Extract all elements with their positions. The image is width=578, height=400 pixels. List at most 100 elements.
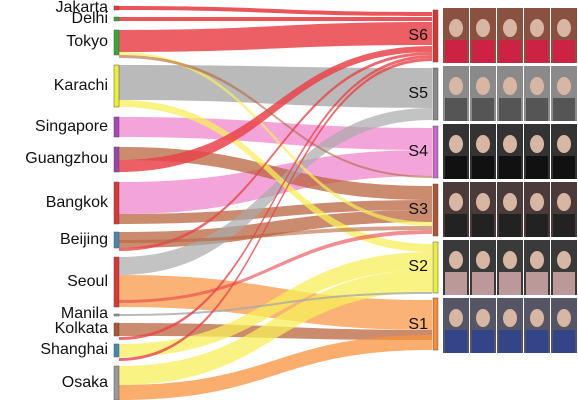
photo-clothes bbox=[499, 40, 521, 63]
photo-face bbox=[476, 193, 490, 211]
target-label: S6 bbox=[408, 27, 428, 44]
photo-clothes bbox=[445, 98, 467, 121]
node bbox=[432, 9, 439, 63]
target-label: S2 bbox=[408, 258, 428, 275]
photo-face bbox=[557, 251, 571, 269]
flow bbox=[119, 52, 432, 251]
node bbox=[113, 64, 120, 108]
target-label: S1 bbox=[408, 316, 428, 333]
photo-clothes bbox=[472, 98, 494, 121]
photo-clothes bbox=[445, 330, 467, 353]
photo-face bbox=[530, 251, 544, 269]
flow bbox=[119, 6, 432, 16]
source-label: Seoul bbox=[67, 273, 108, 290]
photo-clothes bbox=[445, 40, 467, 63]
target-label: S3 bbox=[408, 201, 428, 218]
flow bbox=[119, 270, 432, 385]
source-label: Manila bbox=[61, 305, 108, 322]
photo-face bbox=[449, 19, 463, 37]
photo-clothes bbox=[472, 40, 494, 63]
photo-face bbox=[449, 251, 463, 269]
photo-clothes bbox=[553, 156, 575, 179]
flow bbox=[119, 55, 432, 178]
source-label: Kolkata bbox=[55, 320, 108, 337]
photo-clothes bbox=[553, 272, 575, 295]
photo-face bbox=[503, 251, 517, 269]
photo-clothes bbox=[526, 156, 548, 179]
photo-clothes bbox=[472, 330, 494, 353]
photo-clothes bbox=[472, 272, 494, 295]
photo-clothes bbox=[526, 40, 548, 63]
flow bbox=[119, 108, 432, 275]
source-label: Jakarta bbox=[56, 0, 109, 16]
flow bbox=[119, 17, 432, 21]
photo-face bbox=[557, 77, 571, 95]
target-label: S5 bbox=[408, 85, 428, 102]
flow bbox=[119, 335, 432, 400]
photo-clothes bbox=[445, 156, 467, 179]
photo-clothes bbox=[526, 214, 548, 237]
photo-face bbox=[476, 309, 490, 327]
photo-clothes bbox=[499, 98, 521, 121]
photo-face bbox=[476, 251, 490, 269]
source-label: Beijing bbox=[60, 231, 108, 248]
node bbox=[113, 181, 120, 225]
photo-face bbox=[503, 309, 517, 327]
photo-face bbox=[503, 193, 517, 211]
node bbox=[432, 241, 439, 294]
node bbox=[113, 322, 120, 337]
photo-clothes bbox=[445, 214, 467, 237]
flow bbox=[119, 55, 432, 340]
node bbox=[113, 29, 120, 56]
photo-clothes bbox=[499, 214, 521, 237]
photo-clothes bbox=[526, 98, 548, 121]
photo-clothes bbox=[499, 330, 521, 353]
flow bbox=[119, 65, 432, 108]
labels: Jakarta Delhi Tokyo Karachi Singapore Gu… bbox=[25, 0, 428, 391]
node bbox=[432, 297, 439, 351]
flow bbox=[119, 46, 432, 172]
photo-face bbox=[503, 135, 517, 153]
nodes bbox=[113, 5, 439, 400]
photo-clothes bbox=[499, 272, 521, 295]
node bbox=[113, 116, 120, 138]
photo-face bbox=[557, 135, 571, 153]
photo-clothes bbox=[499, 156, 521, 179]
source-label: Tokyo bbox=[66, 33, 108, 50]
source-label: Guangzhou bbox=[25, 150, 108, 167]
flow bbox=[119, 226, 432, 243]
photo-face bbox=[449, 135, 463, 153]
flow bbox=[119, 58, 432, 361]
photo-clothes bbox=[553, 330, 575, 353]
photo-clothes bbox=[445, 272, 467, 295]
source-label: Shanghai bbox=[40, 341, 108, 358]
flow bbox=[119, 150, 432, 214]
photo-face bbox=[449, 309, 463, 327]
photo-face bbox=[476, 135, 490, 153]
flow bbox=[119, 230, 432, 303]
photo-clothes bbox=[472, 156, 494, 179]
flow bbox=[119, 22, 432, 52]
photo-clothes bbox=[526, 330, 548, 353]
photo-face bbox=[530, 77, 544, 95]
flows bbox=[119, 6, 432, 400]
photo-face bbox=[557, 19, 571, 37]
photo-face bbox=[503, 19, 517, 37]
photo-face bbox=[476, 77, 490, 95]
node bbox=[113, 313, 120, 317]
flow bbox=[119, 52, 432, 226]
source-label: Osaka bbox=[62, 374, 108, 391]
node bbox=[432, 183, 439, 237]
photo-face bbox=[503, 77, 517, 95]
source-label: Delhi bbox=[72, 10, 108, 27]
photo-face bbox=[557, 309, 571, 327]
photo-face bbox=[449, 193, 463, 211]
photo-clothes bbox=[553, 98, 575, 121]
node bbox=[113, 146, 120, 173]
photo-grid bbox=[443, 8, 577, 353]
photo-face bbox=[449, 77, 463, 95]
photo-face bbox=[530, 309, 544, 327]
node bbox=[432, 67, 439, 121]
node bbox=[113, 365, 120, 400]
